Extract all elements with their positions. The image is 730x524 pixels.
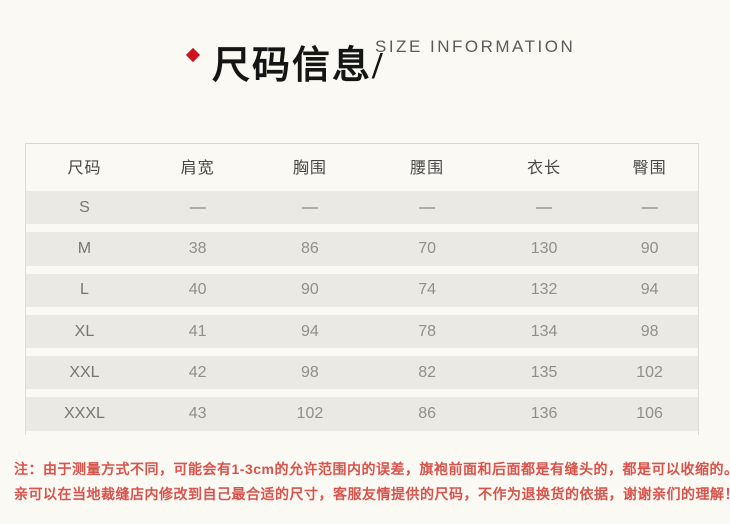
value-cell: 98 [301,363,319,381]
column-header-shoulder: 肩宽 [180,159,215,177]
value-cell: 86 [418,405,437,423]
value-cell: 90 [640,239,659,257]
value-cell: 102 [296,405,324,423]
value-cell: — [641,198,658,216]
value-cell: 86 [301,239,319,257]
column-header-bust: 胸围 [292,159,327,177]
section-title-cn: 尺码信息/ [212,45,385,87]
value-cell: 70 [418,239,437,257]
value-cell: 78 [418,322,437,340]
size-cell: XL [74,322,95,340]
value-cell: 40 [188,281,207,299]
note-line-2: 亲可以在当地裁缝店内修改到自己最合适的尺寸，客服友情提供的尺码，不作为退换货的依… [14,486,730,502]
table-row: L 40 90 74 132 94 [26,270,698,311]
size-cell: L [80,281,89,299]
column-header-size: 尺码 [67,159,102,177]
value-cell: 135 [530,363,558,381]
size-cell: M [77,239,92,257]
section-title-en: SIZE INFORMATION [375,37,576,56]
value-cell: 42 [188,363,207,381]
size-table: 尺码 肩宽 胸围 腰围 衣长 臀围 S — — — — — M 38 86 70 [25,143,699,435]
value-cell: 102 [636,363,663,381]
value-cell: — [189,198,206,216]
value-cell: 90 [301,281,319,299]
notes: 注：由于测量方式不同，可能会有1-3cm的允许范围内的误差，旗袍前面和后面都是有… [14,457,730,507]
row-band: M 38 86 70 130 90 [26,232,698,266]
size-cell: XXXL [64,405,105,423]
row-band: L 40 90 74 132 94 [26,273,698,307]
value-cell: — [301,198,318,216]
table-row: XXXL 43 102 86 136 106 [26,393,698,434]
table-row: M 38 86 70 130 90 [26,228,698,269]
value-cell: 98 [640,322,659,340]
value-cell: 38 [188,239,207,257]
value-cell: 41 [188,322,207,340]
value-cell: — [419,198,436,216]
red-diamond-icon [185,47,201,63]
table-row: XL 41 94 78 134 98 [26,311,698,352]
value-cell: 130 [530,239,558,257]
column-header-length: 衣长 [527,159,562,177]
value-cell: — [536,198,553,216]
size-cell: XXL [69,363,100,381]
column-header-waist: 腰围 [410,159,445,177]
value-cell: 134 [530,322,558,340]
row-band: XXXL 43 102 86 136 106 [26,397,698,431]
value-cell: 94 [301,322,319,340]
row-band: XL 41 94 78 134 98 [26,314,698,349]
value-cell: 106 [636,405,663,423]
row-band: XXL 42 98 82 135 102 [26,356,698,390]
table-row: S — — — — — [26,187,698,228]
column-header-hip: 臀围 [632,159,667,177]
size-cell: S [79,198,90,216]
value-cell: 94 [640,281,659,299]
value-cell: 43 [188,405,207,423]
value-cell: 74 [418,281,437,299]
table-row: XXL 42 98 82 135 102 [26,352,698,393]
table-header-row: 尺码 肩宽 胸围 腰围 衣长 臀围 [26,144,698,187]
row-band: S — — — — — [26,191,698,225]
value-cell: 132 [530,281,558,299]
value-cell: 136 [530,405,558,423]
value-cell: 82 [418,363,437,381]
note-line-1: 注：由于测量方式不同，可能会有1-3cm的允许范围内的误差，旗袍前面和后面都是有… [14,461,730,477]
